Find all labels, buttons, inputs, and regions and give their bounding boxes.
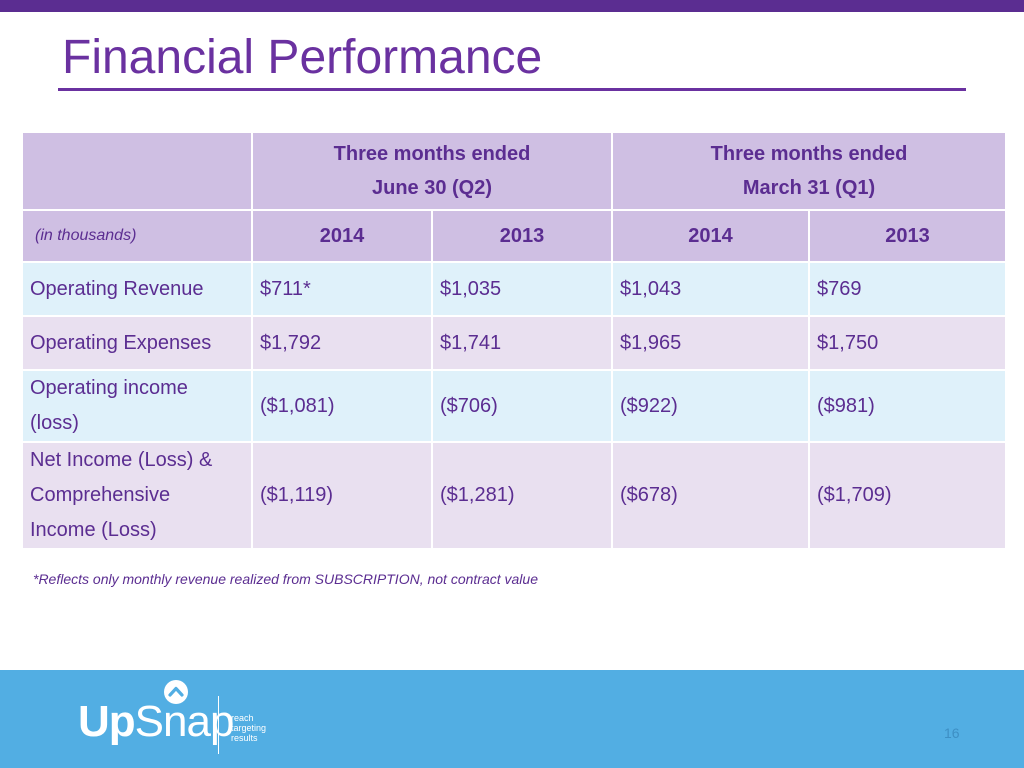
period-header-q2: Three months ended June 30 (Q2) [250, 131, 614, 211]
table-row: Operating Revenue $711* $1,035 $1,043 $7… [21, 261, 1008, 317]
financial-table: Three months ended June 30 (Q2) Three mo… [21, 131, 1008, 550]
table-cell: $711* [251, 261, 433, 317]
table-cell: $1,043 [611, 261, 811, 317]
table-cell: ($981) [808, 369, 1008, 443]
table-cell: $1,965 [611, 315, 811, 371]
logo-divider [218, 696, 219, 754]
footer-bar: UpSnap reach targeting results 16 [0, 670, 1024, 768]
table-row: Net Income (Loss) & Comprehensive Income… [21, 441, 1008, 550]
table-row: Operating Expenses $1,792 $1,741 $1,965 … [21, 315, 1008, 371]
tagline-word: targeting [231, 723, 267, 733]
period-header-q1: Three months ended March 31 (Q1) [611, 131, 1008, 211]
tagline-word: results [231, 733, 258, 743]
title-underline [58, 88, 966, 91]
period-header-row: Three months ended June 30 (Q2) Three mo… [21, 131, 1008, 211]
year-header: 2013 [808, 209, 1008, 263]
logo-tagline: reach targeting results [231, 713, 266, 743]
row-label: Net Income (Loss) & Comprehensive Income… [21, 441, 253, 550]
table-cell: $1,741 [430, 315, 614, 371]
period-header-line: June 30 (Q2) [371, 177, 493, 199]
row-label-line: Operating income [30, 377, 188, 399]
table-cell: ($1,709) [808, 441, 1008, 550]
row-label-line: (loss) [30, 412, 79, 434]
table-cell: ($1,119) [251, 441, 433, 550]
period-header-line: Three months ended [333, 143, 531, 165]
year-header: 2014 [611, 209, 811, 263]
table-cell: $1,750 [808, 315, 1008, 371]
row-label-line: Comprehensive [30, 484, 171, 506]
year-header: 2013 [430, 209, 614, 263]
table-cell: ($1,081) [251, 369, 433, 443]
period-header-line: Three months ended [710, 143, 908, 165]
table-cell: $769 [808, 261, 1008, 317]
year-header-row: (in thousands) 2014 2013 2014 2013 [21, 209, 1008, 263]
row-label: Operating income (loss) [21, 369, 253, 443]
table-cell: $1,035 [430, 261, 614, 317]
year-header: 2014 [251, 209, 433, 263]
upsnap-logo: UpSnap [78, 696, 235, 748]
row-label-line: Income (Loss) [30, 519, 157, 541]
chevron-up-icon [164, 680, 188, 704]
table-row: Operating income (loss) ($1,081) ($706) … [21, 369, 1008, 443]
table-cell: ($922) [611, 369, 811, 443]
tagline-word: reach [231, 713, 254, 723]
logo-text-regular: Snap [134, 697, 235, 746]
header-empty-cell [21, 131, 253, 211]
unit-label: (in thousands) [21, 209, 253, 263]
period-header-line: March 31 (Q1) [742, 177, 876, 199]
footnote: *Reflects only monthly revenue realized … [33, 571, 538, 587]
logo-text-bold: Up [78, 697, 136, 746]
table-cell: ($1,281) [430, 441, 614, 550]
row-label: Operating Expenses [21, 315, 253, 371]
table-cell: ($678) [611, 441, 811, 550]
row-label: Operating Revenue [21, 261, 253, 317]
table-cell: $1,792 [251, 315, 433, 371]
top-accent-bar [0, 0, 1024, 12]
slide-title: Financial Performance [62, 31, 543, 84]
page-number: 16 [944, 725, 960, 741]
row-label-line: Net Income (Loss) & [30, 449, 213, 471]
table-cell: ($706) [430, 369, 614, 443]
